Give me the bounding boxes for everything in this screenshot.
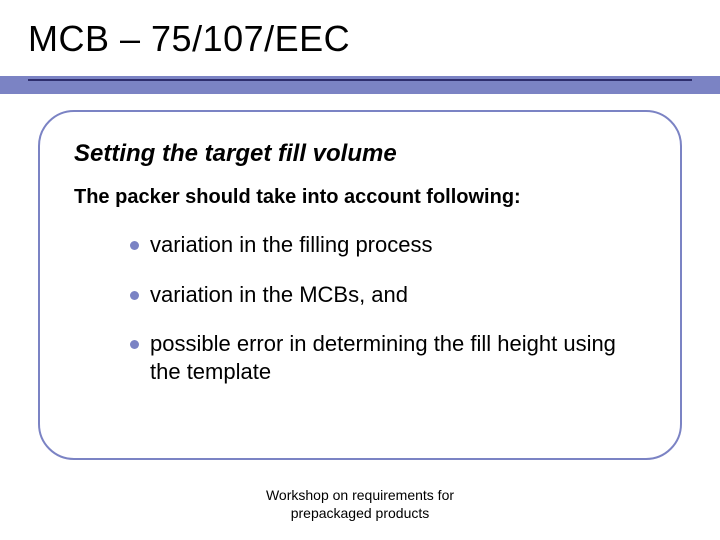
- title-region: MCB – 75/107/EEC: [0, 0, 720, 70]
- intro-text: The packer should take into account foll…: [74, 186, 646, 209]
- list-item: variation in the MCBs, and: [130, 281, 646, 309]
- list-item: variation in the filling process: [130, 231, 646, 259]
- accent-band: [0, 76, 720, 94]
- footer-line: prepackaged products: [0, 504, 720, 522]
- list-item: possible error in determining the fill h…: [130, 330, 646, 385]
- footer: Workshop on requirements for prepackaged…: [0, 486, 720, 522]
- footer-line: Workshop on requirements for: [0, 486, 720, 504]
- content-card: Setting the target fill volume The packe…: [38, 110, 682, 460]
- slide: MCB – 75/107/EEC Setting the target fill…: [0, 0, 720, 540]
- bullet-list: variation in the filling process variati…: [74, 231, 646, 385]
- slide-title: MCB – 75/107/EEC: [28, 18, 720, 60]
- subtitle: Setting the target fill volume: [74, 140, 646, 168]
